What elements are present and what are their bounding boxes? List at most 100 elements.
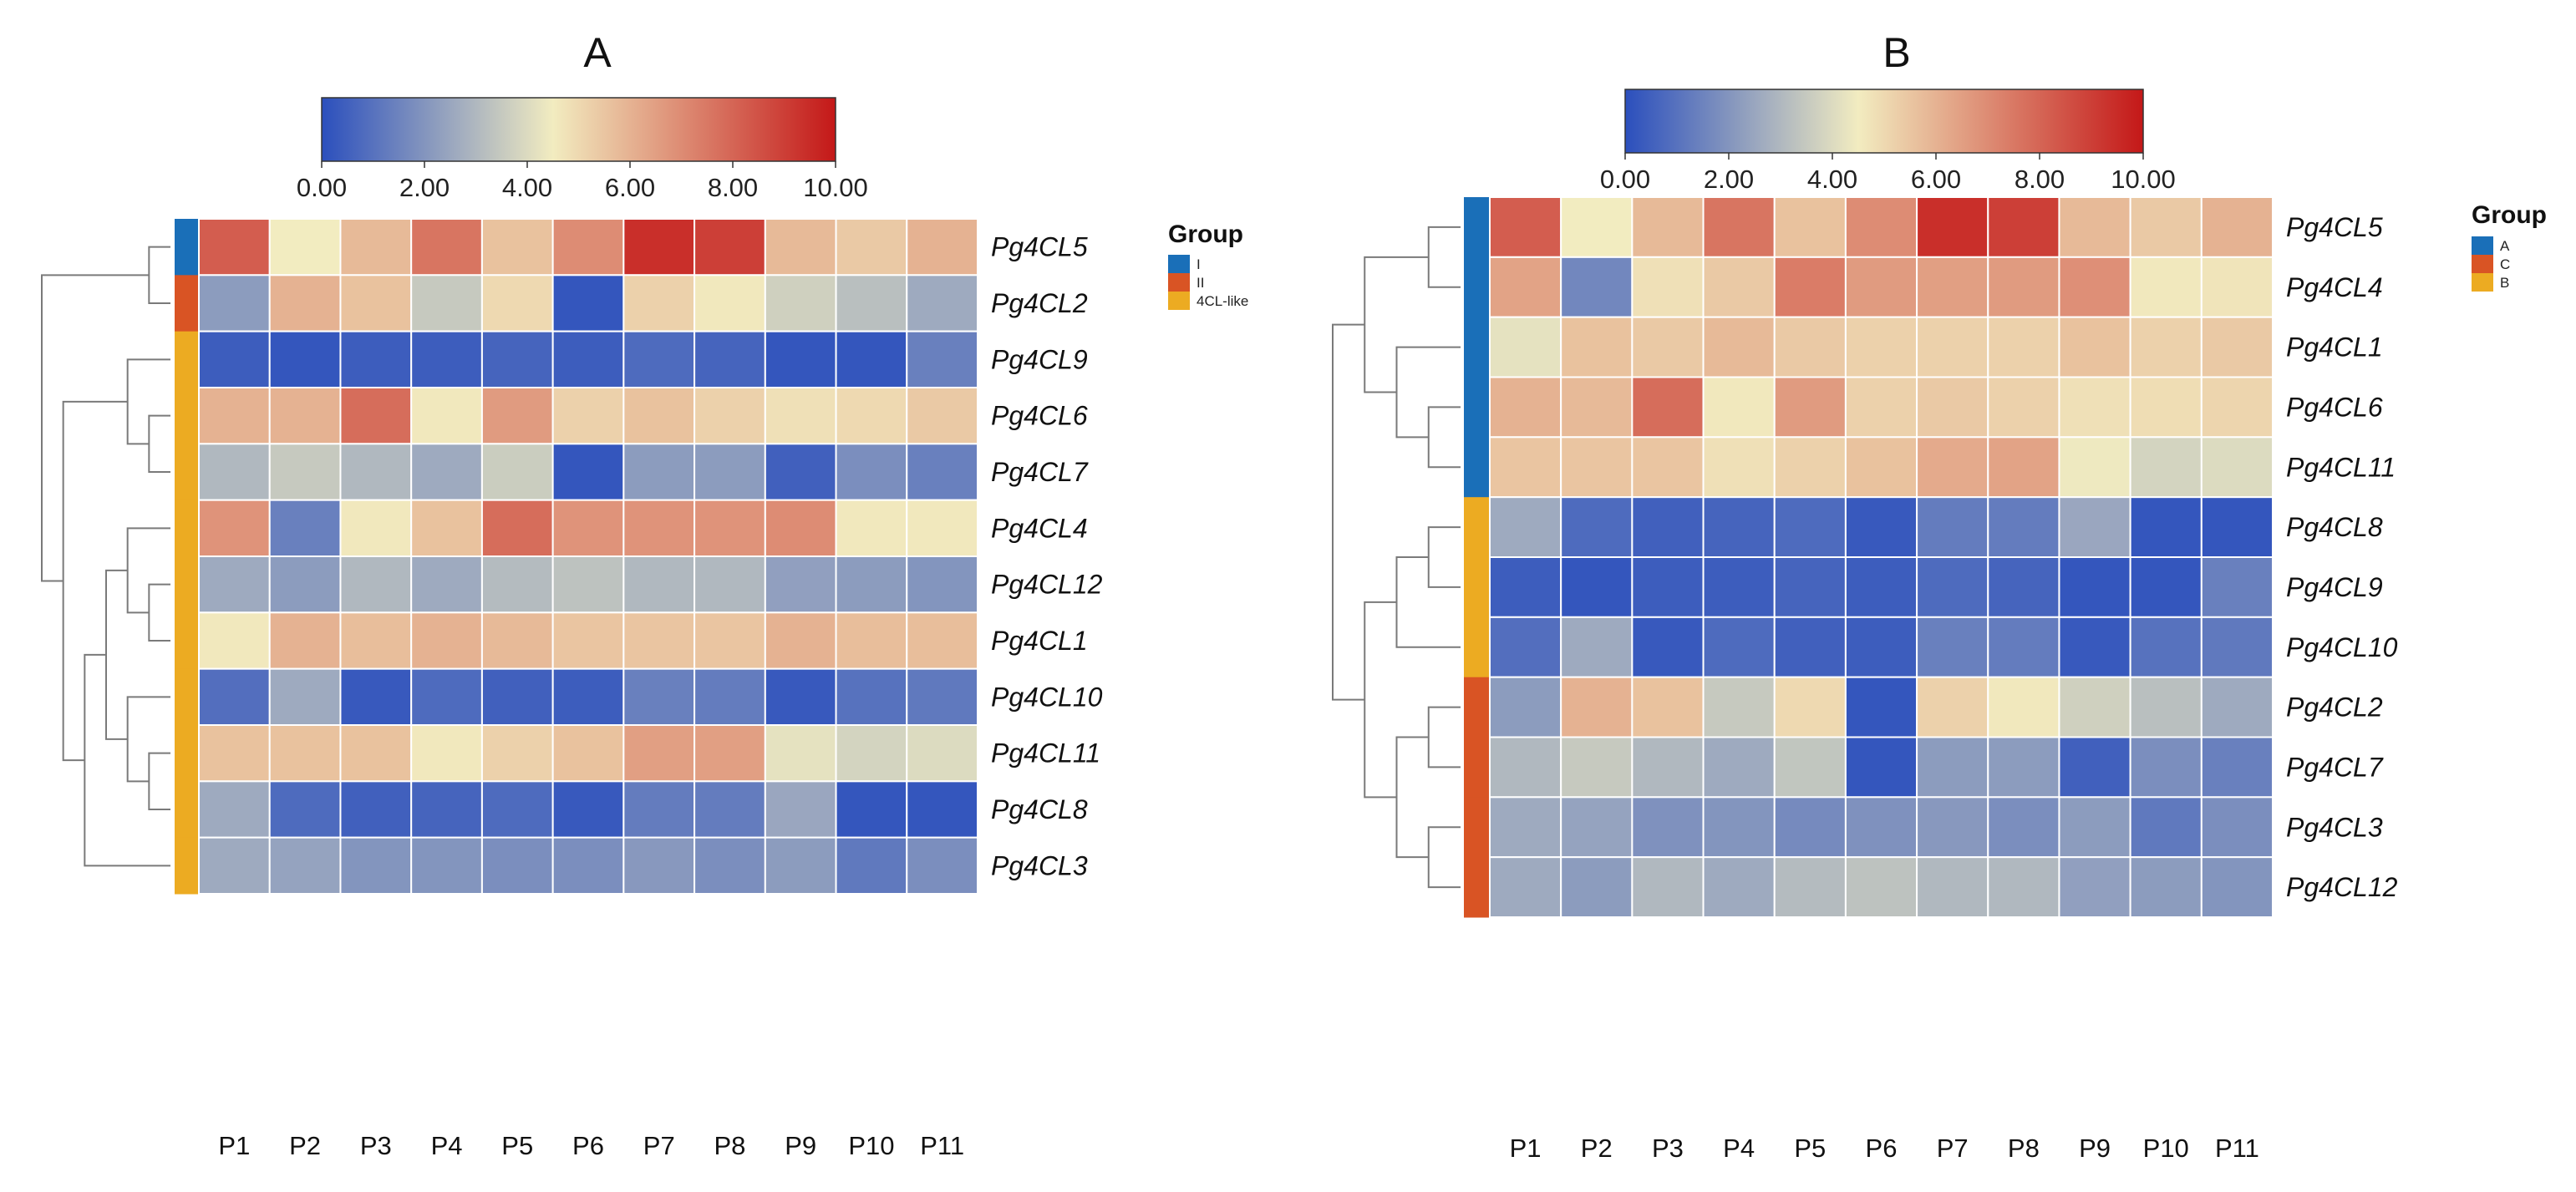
heatmap-cell xyxy=(622,387,696,445)
heatmap-cell xyxy=(198,611,271,670)
heatmap-cell xyxy=(198,274,271,332)
heatmap-cell xyxy=(480,499,554,558)
group-bar-segment xyxy=(175,725,199,782)
heatmap-cell xyxy=(480,836,554,895)
heatmap-cell xyxy=(835,667,908,727)
dendrogram-branch xyxy=(148,246,170,304)
heatmap-cell xyxy=(198,780,271,839)
heatmap-cell xyxy=(1702,436,1776,499)
heatmap-cell xyxy=(1489,436,1562,499)
legend-title-a: Group xyxy=(1168,221,1243,248)
heatmap-cell xyxy=(480,443,554,501)
heatmap-cell xyxy=(622,330,696,388)
heatmap-cell xyxy=(1844,736,1918,799)
heatmap-cell xyxy=(1560,496,1633,559)
heatmap-cell xyxy=(551,667,625,727)
heatmap-cell xyxy=(1987,436,2060,499)
heatmap-cell xyxy=(198,499,271,558)
legend-label: B xyxy=(2500,275,2509,291)
heatmap-cell xyxy=(694,274,766,332)
dendrogram-branch xyxy=(126,527,170,614)
column-label: P11 xyxy=(920,1131,964,1160)
heatmap-cell xyxy=(764,611,837,670)
group-bar-segment xyxy=(1464,677,1490,738)
colorbar-tick-label: 0.00 xyxy=(297,173,347,202)
heatmap-cell xyxy=(1773,496,1847,559)
heatmap-cell xyxy=(339,499,413,558)
heatmap-cell xyxy=(2058,736,2131,799)
heatmap-cell xyxy=(410,274,483,332)
heatmap-cell xyxy=(2058,556,2131,618)
group-bar-segment xyxy=(175,556,199,613)
heatmap-cell xyxy=(480,724,554,783)
row-label: Pg4CL3 xyxy=(991,850,1088,880)
heatmap-cell xyxy=(906,836,978,895)
heatmap-cell xyxy=(2129,856,2203,918)
heatmap-cell xyxy=(1773,736,1847,799)
row-label: Pg4CL10 xyxy=(2286,632,2398,662)
heatmap-cell xyxy=(268,780,342,839)
heatmap-cell xyxy=(764,555,837,614)
heatmap-cell xyxy=(339,724,413,783)
heatmap-cell xyxy=(339,836,413,895)
row-label: Pg4CL5 xyxy=(2286,212,2383,242)
heatmap-cell xyxy=(622,443,696,501)
row-label: Pg4CL9 xyxy=(991,344,1088,374)
heatmap-cell xyxy=(1987,316,2060,378)
legend-swatch xyxy=(1168,273,1190,292)
heatmap-cell xyxy=(2129,556,2203,618)
group-bar-segment xyxy=(175,837,199,895)
heatmap-cell xyxy=(1560,196,1633,258)
heatmap-cell xyxy=(1489,196,1562,258)
row-label: Pg4CL4 xyxy=(991,513,1088,543)
row-dendrogram-b xyxy=(1332,226,1461,889)
row-label: Pg4CL11 xyxy=(991,738,1100,768)
heatmap-cell xyxy=(1987,616,2060,678)
heatmap-cell xyxy=(339,555,413,614)
heatmap-cell xyxy=(1560,556,1633,618)
heatmap-cell xyxy=(694,780,766,839)
row-labels-b: Pg4CL5 Pg4CL4 Pg4CL1 Pg4CL6 Pg4CL11 Pg4CL8 Pg4… xyxy=(2286,212,2398,902)
group-bar-segment xyxy=(1464,377,1490,438)
heatmap-cell xyxy=(764,499,837,558)
heatmap-cell xyxy=(198,330,271,388)
dendrogram-branch xyxy=(1427,526,1461,588)
heatmap-cell xyxy=(268,274,342,332)
heatmap-cell xyxy=(480,667,554,727)
column-label: P8 xyxy=(2008,1134,2040,1163)
heatmap-cell xyxy=(1489,856,1562,918)
colorbar-tick-label: 8.00 xyxy=(708,173,758,202)
heatmap-cell xyxy=(694,836,766,895)
heatmap-cell xyxy=(2058,796,2131,859)
heatmap-cell xyxy=(198,218,271,276)
heatmap-cell xyxy=(1489,736,1562,799)
heatmap-cell xyxy=(410,555,483,614)
group-bar-segment xyxy=(175,500,199,557)
heatmap-cell xyxy=(410,218,483,276)
heatmap-cell xyxy=(198,724,271,783)
heatmap-cell xyxy=(1560,256,1633,318)
heatmap-cell xyxy=(764,836,837,895)
legend-label: 4CL-like xyxy=(1197,293,1248,309)
heatmap-cell xyxy=(2200,256,2274,318)
heatmap-cell xyxy=(835,443,908,501)
heatmap-cell xyxy=(1773,796,1847,859)
row-label: Pg4CL12 xyxy=(991,570,1103,600)
heatmap-cell xyxy=(622,499,696,558)
heatmap-cell xyxy=(2058,496,2131,559)
dendrogram-branch xyxy=(148,583,170,642)
column-label: P3 xyxy=(360,1131,392,1160)
heatmap-cell xyxy=(1560,376,1633,439)
column-label: P8 xyxy=(714,1131,745,1160)
heatmap-cell xyxy=(1773,256,1847,318)
heatmap-cell xyxy=(1560,736,1633,799)
heatmap-cell xyxy=(339,218,413,276)
heatmap-cell xyxy=(1916,496,1989,559)
heatmap-cell xyxy=(551,274,625,332)
colorbar-tick-label: 4.00 xyxy=(1807,165,1857,194)
heatmap-cell xyxy=(268,443,342,501)
heatmap-cell xyxy=(1773,676,1847,738)
colorbar-tick-label: 2.00 xyxy=(399,173,450,202)
group-bar-segment xyxy=(175,668,199,726)
heatmap-cell xyxy=(268,555,342,614)
